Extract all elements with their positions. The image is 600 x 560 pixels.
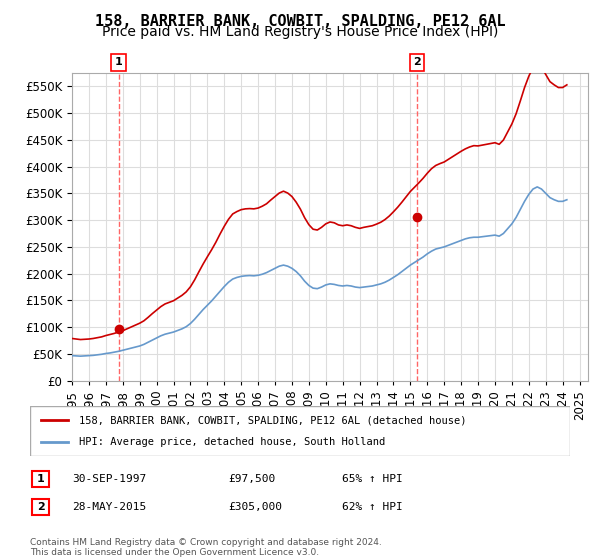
- Text: 62% ↑ HPI: 62% ↑ HPI: [342, 502, 403, 512]
- Text: Price paid vs. HM Land Registry's House Price Index (HPI): Price paid vs. HM Land Registry's House …: [102, 25, 498, 39]
- Text: 2: 2: [37, 502, 44, 512]
- Text: HPI: Average price, detached house, South Holland: HPI: Average price, detached house, Sout…: [79, 437, 385, 447]
- Text: Contains HM Land Registry data © Crown copyright and database right 2024.
This d: Contains HM Land Registry data © Crown c…: [30, 538, 382, 557]
- Text: 65% ↑ HPI: 65% ↑ HPI: [342, 474, 403, 484]
- FancyBboxPatch shape: [30, 406, 570, 456]
- Text: £97,500: £97,500: [228, 474, 275, 484]
- Text: 158, BARRIER BANK, COWBIT, SPALDING, PE12 6AL: 158, BARRIER BANK, COWBIT, SPALDING, PE1…: [95, 14, 505, 29]
- FancyBboxPatch shape: [32, 500, 49, 515]
- Text: £305,000: £305,000: [228, 502, 282, 512]
- FancyBboxPatch shape: [32, 472, 49, 487]
- Text: 1: 1: [115, 57, 122, 67]
- Text: 2: 2: [413, 57, 421, 67]
- Text: 1: 1: [37, 474, 44, 484]
- Text: 158, BARRIER BANK, COWBIT, SPALDING, PE12 6AL (detached house): 158, BARRIER BANK, COWBIT, SPALDING, PE1…: [79, 415, 466, 425]
- Text: 28-MAY-2015: 28-MAY-2015: [72, 502, 146, 512]
- Text: 30-SEP-1997: 30-SEP-1997: [72, 474, 146, 484]
